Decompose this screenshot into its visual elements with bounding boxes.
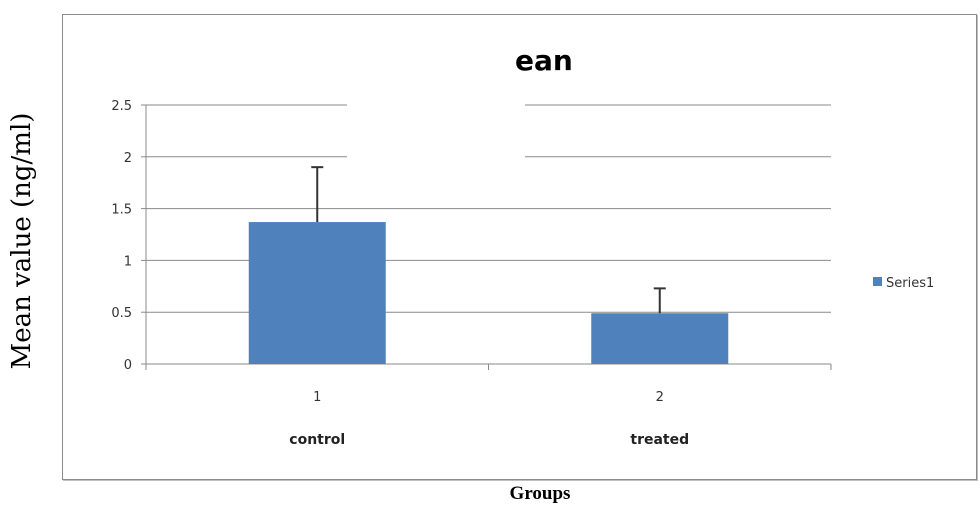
- x-tick-label: 1: [313, 390, 321, 405]
- title-background: [347, 92, 525, 168]
- y-tick-label: 1: [124, 254, 132, 269]
- x-tick-label: 2: [656, 390, 664, 405]
- category-label: treated: [630, 432, 689, 448]
- chart-title: ean: [515, 44, 573, 77]
- error-bars: [311, 166, 666, 314]
- bar-treated: [591, 313, 729, 364]
- category-label: control: [289, 432, 345, 448]
- chart-frame: [62, 14, 977, 480]
- y-tick-label: 1.5: [111, 203, 132, 218]
- x-axis-label: Groups: [509, 483, 571, 504]
- bar-control: [248, 222, 386, 364]
- y-tick-label: 2.5: [111, 99, 132, 114]
- y-tick-label: 0: [124, 358, 132, 373]
- legend-swatch-series1: [873, 277, 882, 286]
- legend-label-series1: Series1: [886, 276, 934, 291]
- tick-labels: 0 0.5 1 1.5 2 2.5 1 control 2 treated: [111, 99, 689, 448]
- bars: [248, 222, 729, 364]
- legend: Series1: [873, 276, 934, 291]
- y-tick-label: 2: [124, 151, 132, 166]
- y-tick-label: 0.5: [111, 306, 132, 321]
